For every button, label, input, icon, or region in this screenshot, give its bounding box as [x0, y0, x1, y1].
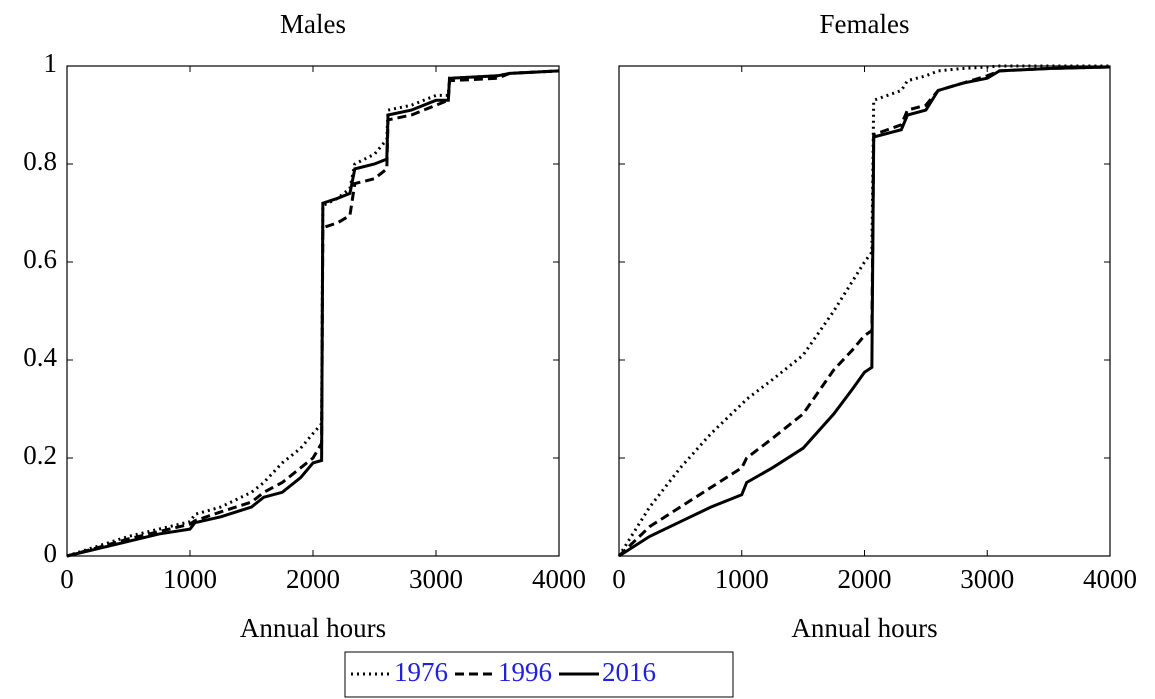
- legend-label: 1976: [394, 657, 448, 687]
- legend-box: [344, 651, 734, 698]
- y-tick-label: 0: [44, 538, 58, 568]
- x-tick-label: 2000: [838, 564, 892, 594]
- x-tick-label: 3000: [409, 564, 463, 594]
- series-line: [618, 65, 1111, 558]
- series-line: [66, 69, 560, 558]
- panel-title: Females: [820, 9, 910, 39]
- plot-frame: [66, 65, 560, 557]
- x-axis-label: Annual hours: [791, 613, 937, 643]
- x-tick-label: 2000: [286, 564, 340, 594]
- series-line: [66, 69, 560, 558]
- y-tick-label: 1: [44, 48, 58, 78]
- x-axis-label: Annual hours: [240, 613, 386, 643]
- plot-frame: [618, 65, 1111, 557]
- x-tick-label: 1000: [715, 564, 769, 594]
- series-line: [66, 69, 560, 558]
- series-line: [617, 65, 1111, 558]
- y-tick-label: 0.2: [23, 440, 57, 470]
- x-tick-label: 0: [612, 564, 626, 594]
- series-line: [617, 64, 1110, 557]
- panel-title: Males: [280, 9, 346, 39]
- x-tick-label: 1000: [163, 564, 217, 594]
- legend-label: 2016: [602, 657, 656, 687]
- y-tick-label: 0.8: [23, 146, 57, 176]
- y-tick-label: 0.4: [23, 342, 57, 372]
- legend-label: 1996: [498, 657, 552, 687]
- x-tick-label: 4000: [1083, 564, 1137, 594]
- x-tick-label: 4000: [532, 564, 586, 594]
- x-tick-label: 3000: [960, 564, 1014, 594]
- y-tick-label: 0.6: [23, 244, 57, 274]
- x-tick-label: 0: [60, 564, 74, 594]
